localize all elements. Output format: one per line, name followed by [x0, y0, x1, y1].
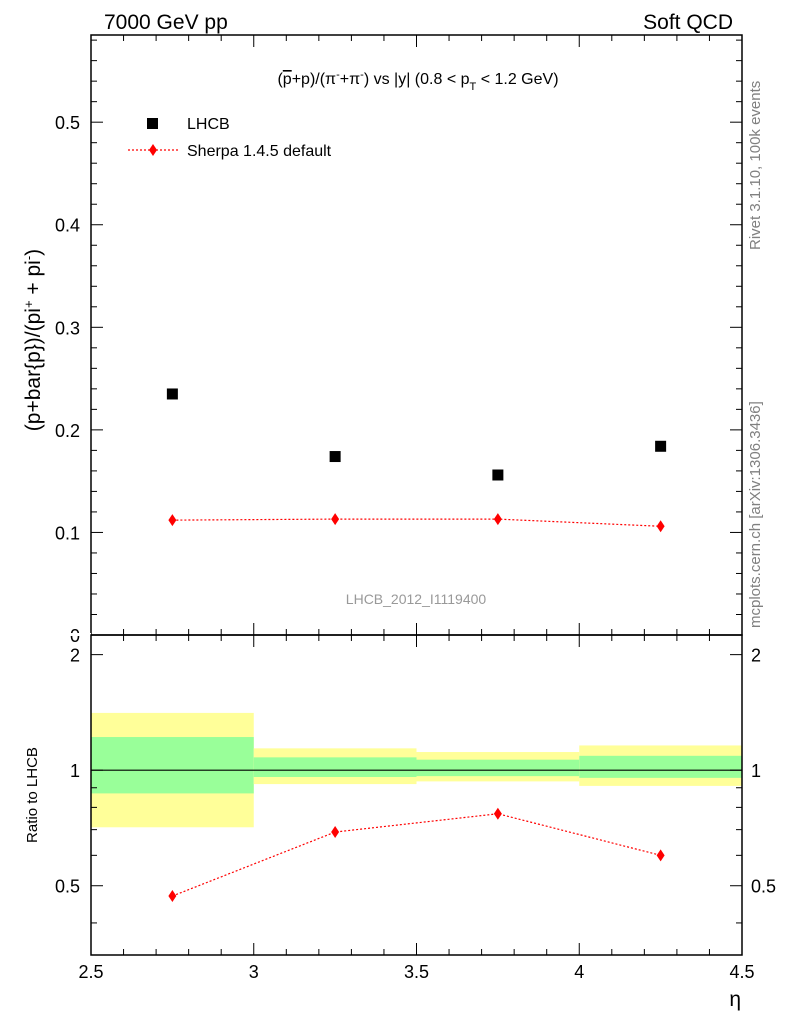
sherpa-ratio-line: [172, 813, 661, 897]
main-panel: 0.1 0.2 0.3 0.4 0.5 (p+p)/(π-+π-) vs |y| (0.…: [21, 34, 743, 646]
main-y-tick-label: 0.2: [55, 421, 80, 441]
sherpa-point: [493, 513, 502, 526]
sherpa-ratio-point: [493, 807, 502, 820]
ratio-y-tick-label-left: 2: [70, 646, 80, 666]
sherpa-ratio-point: [656, 849, 665, 862]
ratio-y-tick-label-left: 1: [70, 761, 80, 781]
ratio-uncertainty-band-inner: [91, 737, 254, 794]
x-tick-label: 4.5: [729, 962, 754, 982]
x-tick-label: 3: [249, 962, 259, 982]
x-axis-label: η: [729, 988, 741, 1011]
sherpa-point: [331, 513, 340, 526]
rivet-version-label: Rivet 3.1.10, 100k events: [747, 81, 764, 250]
main-y-tick-label: 0.1: [55, 523, 80, 543]
ratio-y-tick-label-right: 0.5: [751, 877, 776, 897]
legend-label-sherpa: Sherpa 1.4.5 default: [187, 143, 332, 160]
lhcb-point: [166, 388, 178, 400]
ratio-uncertainty-band-inner: [579, 755, 742, 778]
main-y-tick-label: 0.5: [55, 113, 80, 133]
sherpa-ratio-point: [331, 826, 340, 839]
legend-label-lhcb: LHCB: [187, 116, 230, 133]
process-label: Soft QCD: [643, 11, 733, 34]
ratio-panel: 2.5 3 3.5 4 4.5 0.5 0.5 1 1 2 2 Ratio to LHCB η: [24, 634, 776, 1011]
legend-marker-lhcb: [147, 118, 158, 129]
x-tick-label: 2.5: [78, 962, 103, 982]
plot-title: (p+p)/(π-+π-) vs |y| (0.8 < pT < 1.2 GeV…: [277, 69, 558, 93]
ratio-y-tick-label-right: 2: [751, 646, 761, 666]
main-y-tick-label: 0.3: [55, 318, 80, 338]
analysis-id-label: LHCB_2012_I1119400: [346, 591, 487, 607]
sherpa-line: [172, 518, 661, 527]
x-tick-label: 4: [574, 962, 584, 982]
sherpa-point: [168, 514, 177, 527]
main-y-axis-label: (p+bar{p})/(pi+ + pi-): [21, 249, 46, 431]
legend-marker-sherpa: [149, 144, 157, 156]
panel-separator: [0, 633, 91, 636]
ratio-uncertainty-band-inner: [253, 757, 417, 777]
ratio-y-tick-label-right: 1: [751, 761, 761, 781]
main-y-tick-label: 0.4: [55, 216, 80, 236]
x-tick-label: 3.5: [404, 962, 429, 982]
ratio-uncertainty-band-inner: [416, 759, 580, 777]
lhcb-point: [655, 440, 667, 452]
mcplots-label: mcplots.cern.ch [arXiv:1306.3436]: [747, 401, 764, 628]
sherpa-ratio-point: [168, 890, 177, 903]
lhcb-point: [492, 469, 504, 481]
energy-label: 7000 GeV pp: [104, 11, 228, 34]
lhcb-point: [329, 451, 341, 463]
legend: LHCB Sherpa 1.4.5 default: [128, 116, 332, 160]
sherpa-point: [656, 520, 665, 533]
ratio-y-axis-label: Ratio to LHCB: [24, 747, 41, 843]
ratio-y-tick-label-left: 0.5: [55, 877, 80, 897]
